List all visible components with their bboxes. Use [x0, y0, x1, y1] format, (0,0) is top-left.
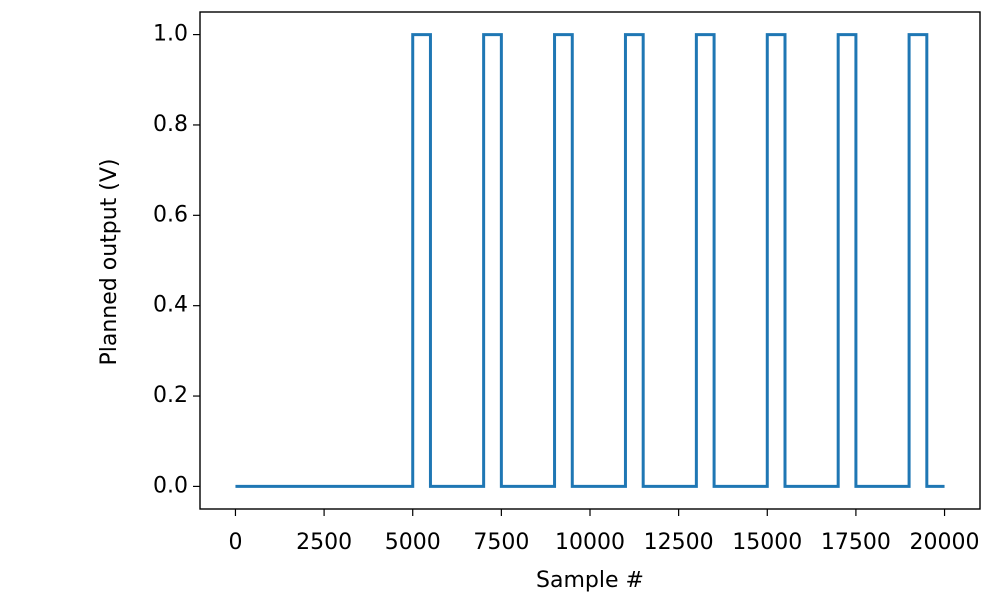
plot-frame [199, 11, 981, 510]
y-tick-label: 1.0 [153, 22, 188, 47]
x-tick-label: 15000 [732, 530, 802, 555]
y-tick-label: 0.0 [153, 473, 188, 498]
x-tick-label: 2500 [296, 530, 352, 555]
x-tick-label: 17500 [821, 530, 891, 555]
y-tick-label: 0.8 [153, 112, 188, 137]
y-axis-label: Planned output (V) [97, 158, 122, 365]
data-line [235, 33, 945, 488]
x-tick-label: 7500 [473, 530, 529, 555]
x-axis-label: Sample # [536, 568, 644, 593]
x-tick-label: 12500 [644, 530, 714, 555]
y-tick-label: 0.2 [153, 383, 188, 408]
x-tick-label: 5000 [385, 530, 441, 555]
x-tick-label: 0 [228, 530, 242, 555]
x-tick-label: 20000 [910, 530, 980, 555]
y-tick-label: 0.4 [153, 293, 188, 318]
x-tick-label: 10000 [555, 530, 625, 555]
y-tick-label: 0.6 [153, 202, 188, 227]
